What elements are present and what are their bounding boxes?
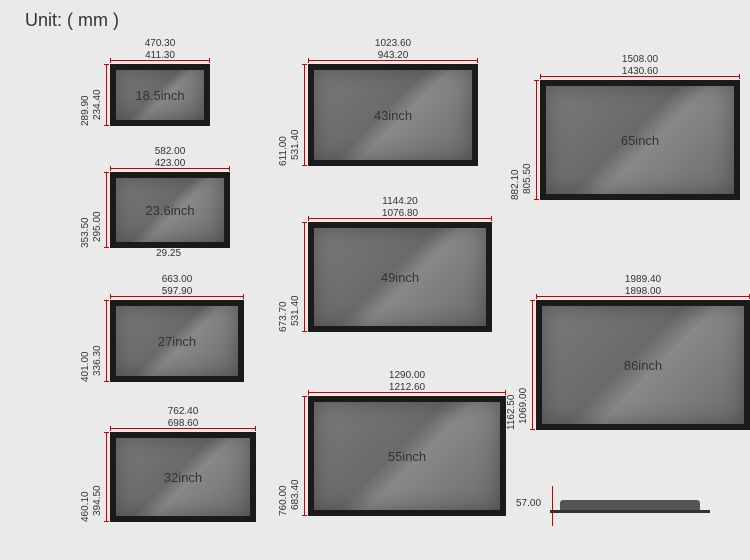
screen: 55inch bbox=[308, 396, 506, 516]
screen: 27inch bbox=[110, 300, 244, 382]
profile-dim-line bbox=[552, 486, 553, 526]
bracket-left bbox=[536, 80, 537, 200]
dim-height-outer: 611.00 bbox=[278, 64, 289, 166]
dim-width-outer: 1989.40 bbox=[536, 274, 750, 285]
screen: 86inch bbox=[536, 300, 750, 430]
panel-43inch: 43inch1023.60943.20611.00531.40 bbox=[308, 64, 478, 166]
bracket-left bbox=[106, 432, 107, 522]
dim-height-outer: 673.70 bbox=[278, 222, 289, 332]
dim-height-inner: 683.40 bbox=[290, 402, 301, 510]
unit-title: Unit: ( mm ) bbox=[25, 10, 119, 31]
dim-height-inner: 234.40 bbox=[92, 70, 103, 120]
screen: 18.5inch bbox=[110, 64, 210, 126]
bracket-top bbox=[540, 76, 740, 77]
dim-height-outer: 460.10 bbox=[80, 432, 91, 522]
dim-width-outer: 663.00 bbox=[110, 274, 244, 285]
screen: 43inch bbox=[308, 64, 478, 166]
bracket-left bbox=[106, 172, 107, 248]
screen: 32inch bbox=[110, 432, 256, 522]
panel-55inch: 55inch1290.001212.60760.00683.40 bbox=[308, 396, 506, 516]
dim-height-inner: 531.40 bbox=[290, 70, 301, 160]
screen-size-label: 32inch bbox=[164, 470, 202, 485]
dim-height-inner: 394.50 bbox=[92, 438, 103, 516]
dim-height-inner: 295.00 bbox=[92, 178, 103, 242]
dim-extra: 29.25 bbox=[156, 248, 181, 259]
bracket-top bbox=[110, 296, 244, 297]
dim-width-outer: 1023.60 bbox=[308, 38, 478, 49]
panel-86inch: 86inch1989.401898.001162.501069.00 bbox=[536, 300, 750, 430]
panel-65inch: 65inch1508.001430.60882.10805.50 bbox=[540, 80, 740, 200]
bracket-top bbox=[536, 296, 750, 297]
bracket-left bbox=[532, 300, 533, 430]
dim-height-inner: 531.40 bbox=[290, 228, 301, 326]
bracket-left bbox=[106, 300, 107, 382]
dim-height-inner: 336.30 bbox=[92, 306, 103, 376]
side-profile: 57.00 bbox=[560, 500, 700, 510]
bracket-top bbox=[308, 218, 492, 219]
dim-width-outer: 1290.00 bbox=[308, 370, 506, 381]
dim-width-outer: 762.40 bbox=[110, 406, 256, 417]
bracket-left bbox=[304, 64, 305, 166]
panel-185inch: 18.5inch470.30411.30289.90234.40 bbox=[110, 64, 210, 126]
bracket-top bbox=[308, 392, 506, 393]
dim-height-outer: 353.50 bbox=[80, 172, 91, 248]
screen-size-label: 18.5inch bbox=[135, 88, 184, 103]
screen: 65inch bbox=[540, 80, 740, 200]
panel-32inch: 32inch762.40698.60460.10394.50 bbox=[110, 432, 256, 522]
panel-49inch: 49inch1144.201076.80673.70531.40 bbox=[308, 222, 492, 332]
bracket-top bbox=[110, 428, 256, 429]
dim-width-outer: 1144.20 bbox=[308, 196, 492, 207]
dim-width-outer: 470.30 bbox=[110, 38, 210, 49]
bracket-top bbox=[308, 60, 478, 61]
dim-height-outer: 1162.50 bbox=[506, 300, 517, 430]
screen-size-label: 55inch bbox=[388, 449, 426, 464]
screen: 49inch bbox=[308, 222, 492, 332]
screen-size-label: 49inch bbox=[381, 270, 419, 285]
screen-size-label: 43inch bbox=[374, 108, 412, 123]
screen-size-label: 23.6inch bbox=[145, 203, 194, 218]
bracket-left bbox=[106, 64, 107, 126]
profile-body bbox=[560, 500, 700, 510]
bracket-left bbox=[304, 396, 305, 516]
bracket-left bbox=[304, 222, 305, 332]
screen-size-label: 65inch bbox=[621, 133, 659, 148]
panel-27inch: 27inch663.00597.90401.00336.30 bbox=[110, 300, 244, 382]
dim-height-outer: 289.90 bbox=[80, 64, 91, 126]
dim-height-outer: 401.00 bbox=[80, 300, 91, 382]
panel-236inch: 23.6inch582.00423.00353.50295.0029.25 bbox=[110, 172, 230, 248]
profile-base bbox=[550, 510, 710, 513]
bracket-top bbox=[110, 60, 210, 61]
dim-height-outer: 882.10 bbox=[510, 80, 521, 200]
bracket-top bbox=[110, 168, 230, 169]
dim-height-outer: 760.00 bbox=[278, 396, 289, 516]
screen-size-label: 86inch bbox=[624, 358, 662, 373]
screen: 23.6inch bbox=[110, 172, 230, 248]
dim-width-outer: 1508.00 bbox=[540, 54, 740, 65]
screen-size-label: 27inch bbox=[158, 334, 196, 349]
profile-depth-label: 57.00 bbox=[516, 498, 541, 509]
dim-height-inner: 805.50 bbox=[522, 86, 533, 194]
dim-width-outer: 582.00 bbox=[110, 146, 230, 157]
dim-height-inner: 1069.00 bbox=[518, 306, 529, 424]
